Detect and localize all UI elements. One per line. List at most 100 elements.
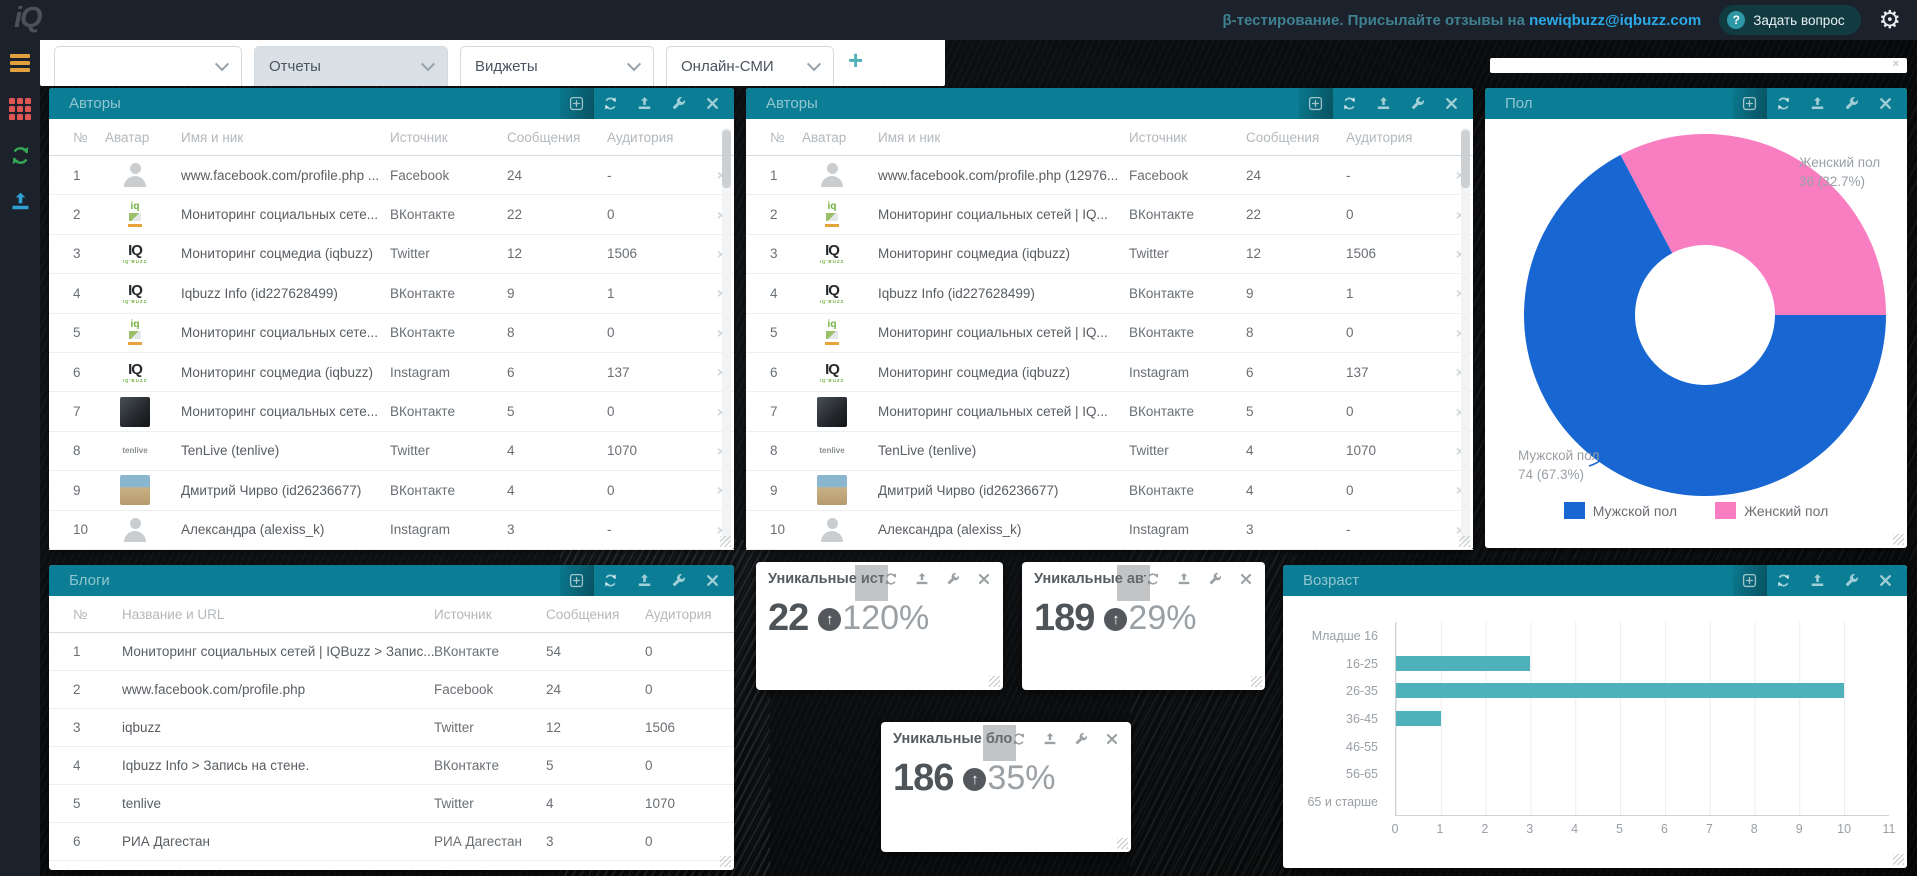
close-icon[interactable] (705, 96, 720, 111)
table-row[interactable]: 5 iq Мониторинг социальных сетей | IQ... ВК… (746, 314, 1473, 353)
row-delete-icon[interactable]: × (716, 442, 726, 459)
legend-item[interactable]: Мужской пол (1563, 502, 1677, 519)
table-row[interactable]: 8 tenlive TenLive (tenlive) Twitter 4 1070 × (746, 432, 1473, 472)
table-row[interactable]: 5 iq Мониторинг социальных сете... ВКонтакт… (49, 314, 734, 353)
resize-handle[interactable] (720, 856, 731, 867)
table-row[interactable]: 3 IQ IQʹBUZZ Мониторинг соцмедиа (iqbuzz) Tw… (746, 235, 1473, 275)
table-row[interactable]: 7 Мониторинг социальных сете... ВКонтакте 5… (49, 392, 734, 432)
table-row[interactable]: 6 IQ IQʹBUZZ Мониторинг соцмедиа (iqbuzz) In… (49, 353, 734, 393)
author-name[interactable]: Мониторинг соцмедиа (iqbuzz) (181, 364, 373, 380)
refresh-icon[interactable] (1776, 573, 1791, 588)
author-name[interactable]: Мониторинг социальных сетей | IQ... (878, 207, 1108, 223)
row-delete-icon[interactable]: × (716, 364, 726, 381)
table-row[interactable]: 9 Дмитрий Чирво (id26236677) ВКонтакте 4 0 × (49, 471, 734, 511)
settings-icon[interactable] (671, 573, 686, 588)
blog-name[interactable]: iqbuzz (122, 720, 162, 735)
close-icon[interactable] (977, 572, 991, 586)
export-icon[interactable] (637, 573, 652, 588)
author-name[interactable]: Iqbuzz Info (id227628499) (878, 285, 1035, 301)
table-row[interactable]: 6 РИА Дагестан РИА Дагестан 3 0 (49, 823, 734, 861)
author-name[interactable]: Мониторинг соцмедиа (iqbuzz) (878, 246, 1070, 262)
close-icon[interactable] (705, 573, 720, 588)
panel-title-bar[interactable]: Авторы (49, 88, 734, 119)
author-name[interactable]: Мониторинг социальных сете... (181, 207, 378, 223)
resize-handle[interactable] (989, 676, 1000, 687)
refresh-icon[interactable] (1012, 732, 1026, 746)
tab-widgets[interactable]: Виджеты (460, 46, 654, 86)
export-icon[interactable] (915, 572, 929, 586)
add-widget-icon[interactable] (1308, 96, 1323, 111)
add-widget-icon[interactable] (569, 573, 584, 588)
resize-handle[interactable] (720, 536, 731, 547)
add-tab-button[interactable]: + (848, 45, 864, 75)
author-name[interactable]: Мониторинг социальных сете... (181, 404, 378, 420)
author-name[interactable]: TenLive (tenlive) (181, 443, 280, 459)
blog-name[interactable]: РИА Дагестан (122, 834, 210, 849)
resize-handle[interactable] (1251, 676, 1262, 687)
refresh-icon[interactable] (1342, 96, 1357, 111)
export-icon[interactable] (1810, 573, 1825, 588)
upload-icon[interactable] (0, 178, 40, 224)
export-icon[interactable] (1376, 96, 1391, 111)
settings-icon[interactable] (1074, 732, 1088, 746)
donut-slice[interactable] (1620, 133, 1887, 315)
refresh-icon[interactable] (603, 573, 618, 588)
refresh-icon[interactable] (603, 96, 618, 111)
author-name[interactable]: Мониторинг социальных сетей | IQ... (878, 325, 1108, 341)
table-row[interactable]: 10 Александра (alexiss_k) Instagram 3 - × (746, 511, 1473, 550)
settings-icon[interactable] (1208, 572, 1222, 586)
table-row[interactable]: 4 IQ IQʹBUZZ Iqbuzz Info (id227628499) ВКонт… (49, 274, 734, 314)
feedback-email-link[interactable]: newiqbuzz@iqbuzz.com (1529, 11, 1702, 29)
table-row[interactable]: 5 tenlive Twitter 4 1070 (49, 785, 734, 823)
tab-empty[interactable] (54, 46, 242, 86)
resize-handle[interactable] (1893, 854, 1904, 865)
resize-handle[interactable] (1117, 838, 1128, 849)
author-name[interactable]: Мониторинг социальных сете... (181, 325, 378, 341)
export-icon[interactable] (1043, 732, 1057, 746)
apps-grid-icon[interactable] (0, 86, 40, 132)
age-bar[interactable] (1396, 683, 1845, 699)
panel-title-bar[interactable]: Возраст (1283, 565, 1907, 596)
table-row[interactable]: 4 IQ IQʹBUZZ Iqbuzz Info (id227628499) ВКонт… (746, 274, 1473, 314)
scrollbar-thumb[interactable] (1461, 130, 1470, 188)
row-delete-icon[interactable]: × (716, 206, 726, 223)
table-row[interactable]: 8 tenlive TenLive (tenlive) Twitter 4 1070 × (49, 432, 734, 472)
row-delete-icon[interactable]: × (1455, 324, 1465, 341)
author-name[interactable]: Дмитрий Чирво (id26236677) (181, 482, 362, 498)
resize-handle[interactable] (1893, 534, 1904, 545)
table-row[interactable]: 2 iq Мониторинг социальных сетей | IQ... ВК… (746, 195, 1473, 235)
close-icon[interactable] (1878, 573, 1893, 588)
author-name[interactable]: www.facebook.com/profile.php (12976... (878, 167, 1119, 183)
row-delete-icon[interactable]: × (1455, 521, 1465, 538)
row-delete-icon[interactable]: × (1455, 167, 1465, 184)
author-name[interactable]: Iqbuzz Info (id227628499) (181, 285, 338, 301)
tab-reports[interactable]: Отчеты (254, 46, 448, 86)
table-row[interactable]: 1 www.facebook.com/profile.php (12976... F… (746, 156, 1473, 196)
settings-icon[interactable] (1844, 96, 1859, 111)
table-row[interactable]: 4 Iqbuzz Info > Запись на стене. ВКонтакте… (49, 747, 734, 785)
row-delete-icon[interactable]: × (1455, 206, 1465, 223)
table-row[interactable]: 2 iq Мониторинг социальных сете... ВКонтакт… (49, 195, 734, 235)
panel-title-bar[interactable]: Блоги (49, 565, 734, 596)
row-delete-icon[interactable]: × (1455, 442, 1465, 459)
close-icon[interactable] (1878, 96, 1893, 111)
scrollbar-track[interactable] (1461, 128, 1470, 542)
settings-icon[interactable] (946, 572, 960, 586)
ask-question-button[interactable]: ? Задать вопрос (1719, 5, 1861, 35)
row-delete-icon[interactable]: × (1455, 285, 1465, 302)
close-icon[interactable]: × (1892, 58, 1899, 70)
table-row[interactable]: 10 Александра (alexiss_k) Instagram 3 - × (49, 511, 734, 550)
refresh-icon[interactable] (1146, 572, 1160, 586)
export-icon[interactable] (1810, 96, 1825, 111)
panel-title-bar[interactable]: Пол (1485, 88, 1907, 119)
legend-item[interactable]: Женский пол (1715, 502, 1828, 519)
author-name[interactable]: Александра (alexiss_k) (181, 522, 325, 538)
author-name[interactable]: Александра (alexiss_k) (878, 522, 1022, 538)
table-row[interactable]: 7 Мониторинг социальных сетей | IQ... ВКон… (746, 392, 1473, 432)
blog-name[interactable]: Iqbuzz Info > Запись на стене. (122, 758, 310, 773)
refresh-icon[interactable] (884, 572, 898, 586)
table-row[interactable]: 1 Мониторинг социальных сетей | IQBuzz > … (49, 633, 734, 671)
scrollbar-track[interactable] (722, 128, 731, 542)
blog-name[interactable]: www.facebook.com/profile.php (122, 682, 306, 697)
table-row[interactable]: 3 IQ IQʹBUZZ Мониторинг соцмедиа (iqbuzz) Tw… (49, 235, 734, 275)
